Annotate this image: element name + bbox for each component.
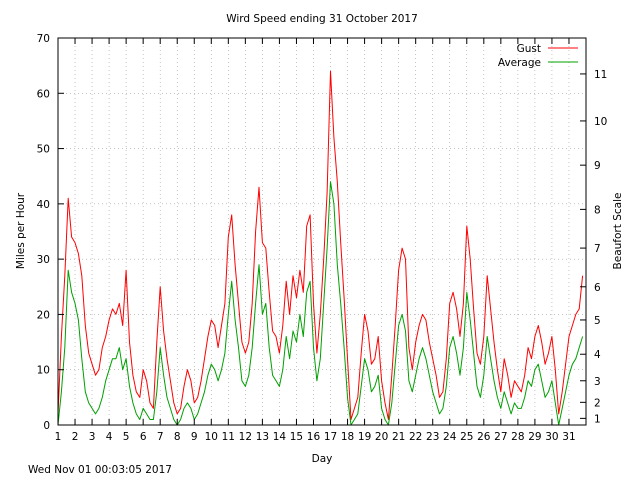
x-tick-label: 7 bbox=[157, 431, 164, 443]
y-tick-label: 40 bbox=[37, 199, 50, 211]
x-tick-label: 3 bbox=[89, 431, 96, 443]
x-tick-label: 1 bbox=[55, 431, 62, 443]
y-tick-label: 60 bbox=[37, 88, 50, 100]
beaufort-axis-ticks: 1 2 3 4 5 6 7 8 9 10 11 bbox=[580, 69, 607, 425]
beaufort-axis-label: Beaufort Scale bbox=[612, 193, 624, 270]
x-tick-label: 22 bbox=[409, 431, 422, 443]
beaufort-tick-label: 2 bbox=[594, 397, 601, 409]
y-tick-label: 70 bbox=[37, 33, 50, 45]
x-tick-label: 10 bbox=[205, 431, 218, 443]
beaufort-tick-label: 6 bbox=[594, 282, 601, 294]
y-tick-label: 10 bbox=[37, 365, 50, 377]
y-tick-label: 20 bbox=[37, 309, 50, 321]
beaufort-tick-label: 10 bbox=[594, 116, 607, 128]
legend-label-average: Average bbox=[498, 57, 541, 69]
series-average-line bbox=[57, 181, 584, 426]
x-tick-label: 14 bbox=[273, 431, 287, 443]
x-tick-label: 11 bbox=[222, 431, 235, 443]
beaufort-tick-label: 8 bbox=[594, 204, 601, 216]
x-tick-label: 19 bbox=[358, 431, 371, 443]
x-tick-label: 16 bbox=[307, 431, 321, 443]
x-tick-label: 4 bbox=[106, 431, 113, 443]
x-tick-label: 17 bbox=[324, 431, 337, 443]
x-axis-ticks: 1 2 3 4 5 6 7 8 9 10 11 12 13 14 15 16 17 18 19 20 21 22 23 24 2… bbox=[55, 38, 576, 443]
x-tick-label: 25 bbox=[460, 431, 473, 443]
x-tick-label: 8 bbox=[174, 431, 181, 443]
generated-timestamp: Wed Nov 01 00:03:05 2017 bbox=[28, 464, 172, 476]
x-tick-label: 13 bbox=[256, 431, 269, 443]
grid bbox=[57, 38, 586, 425]
plot-frame bbox=[57, 37, 587, 426]
y-axis-label: Miles per Hour bbox=[15, 192, 27, 269]
x-tick-label: 18 bbox=[341, 431, 354, 443]
x-tick-label: 2 bbox=[72, 431, 79, 443]
x-tick-label: 12 bbox=[239, 431, 252, 443]
x-tick-label: 30 bbox=[545, 431, 558, 443]
x-tick-label: 26 bbox=[477, 431, 491, 443]
x-tick-label: 27 bbox=[494, 431, 507, 443]
series-gust-line bbox=[57, 70, 584, 420]
legend-label-gust: Gust bbox=[517, 43, 541, 55]
x-tick-label: 9 bbox=[191, 431, 198, 443]
x-tick-label: 15 bbox=[290, 431, 303, 443]
beaufort-tick-label: 5 bbox=[594, 315, 601, 327]
x-tick-label: 20 bbox=[375, 431, 388, 443]
beaufort-tick-label: 11 bbox=[594, 69, 607, 81]
beaufort-tick-label: 1 bbox=[594, 413, 601, 425]
beaufort-tick-label: 3 bbox=[594, 376, 601, 388]
x-tick-label: 21 bbox=[392, 431, 405, 443]
y-axis-ticks: 0 10 20 30 40 50 60 70 bbox=[37, 33, 64, 432]
x-tick-label: 24 bbox=[443, 431, 457, 443]
x-tick-label: 31 bbox=[562, 431, 575, 443]
x-tick-label: 29 bbox=[528, 431, 541, 443]
x-tick-label: 23 bbox=[426, 431, 439, 443]
x-axis-label: Day bbox=[312, 453, 333, 465]
y-tick-label: 30 bbox=[37, 254, 50, 266]
x-tick-label: 6 bbox=[140, 431, 147, 443]
y-tick-label: 0 bbox=[43, 420, 50, 432]
beaufort-tick-label: 9 bbox=[594, 160, 601, 172]
series-layer bbox=[57, 70, 584, 426]
legend: Gust Average bbox=[498, 43, 578, 69]
beaufort-tick-label: 7 bbox=[594, 243, 601, 255]
x-tick-label: 28 bbox=[511, 431, 524, 443]
beaufort-tick-label: 4 bbox=[594, 349, 601, 361]
chart-title: Wird Speed ending 31 October 2017 bbox=[226, 13, 418, 25]
y-tick-label: 50 bbox=[37, 144, 50, 156]
x-tick-label: 5 bbox=[123, 431, 130, 443]
